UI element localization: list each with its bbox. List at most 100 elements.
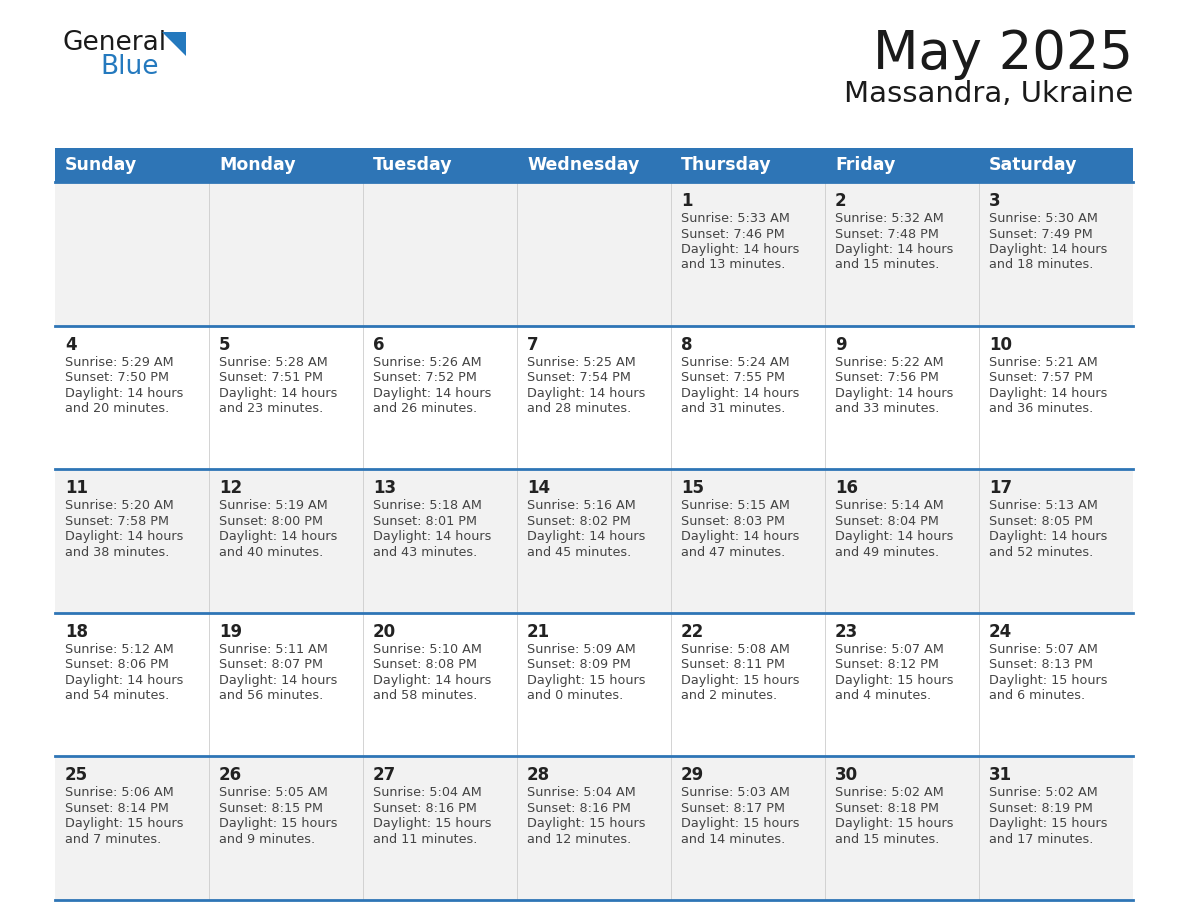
Text: Daylight: 14 hours: Daylight: 14 hours [373,674,492,687]
Bar [55,148,209,182]
Text: Sunset: 8:11 PM: Sunset: 8:11 PM [681,658,785,671]
Text: 9: 9 [835,336,847,353]
Text: Daylight: 14 hours: Daylight: 14 hours [373,531,492,543]
Text: Sunset: 8:05 PM: Sunset: 8:05 PM [988,515,1093,528]
Text: Daylight: 15 hours: Daylight: 15 hours [219,817,337,831]
Text: 26: 26 [219,767,242,784]
Text: Sunday: Sunday [65,156,138,174]
Text: Daylight: 15 hours: Daylight: 15 hours [527,817,645,831]
Text: Daylight: 14 hours: Daylight: 14 hours [988,386,1107,399]
Text: and 6 minutes.: and 6 minutes. [988,689,1085,702]
Text: Sunset: 8:08 PM: Sunset: 8:08 PM [373,658,478,671]
Text: and 38 minutes.: and 38 minutes. [65,545,170,559]
Text: 19: 19 [219,622,242,641]
Bar [55,182,1133,326]
Text: and 54 minutes.: and 54 minutes. [65,689,169,702]
Text: Daylight: 15 hours: Daylight: 15 hours [988,674,1107,687]
Text: Daylight: 14 hours: Daylight: 14 hours [65,674,183,687]
Text: 16: 16 [835,479,858,498]
Polygon shape [162,32,187,56]
Text: Saturday: Saturday [988,156,1078,174]
Text: 21: 21 [527,622,550,641]
Bar [671,148,824,182]
Text: Sunrise: 5:26 AM: Sunrise: 5:26 AM [373,355,481,369]
Text: Sunset: 8:00 PM: Sunset: 8:00 PM [219,515,323,528]
Text: 2: 2 [835,192,847,210]
Text: Daylight: 14 hours: Daylight: 14 hours [527,386,645,399]
Text: Sunrise: 5:29 AM: Sunrise: 5:29 AM [65,355,173,369]
Text: 8: 8 [681,336,693,353]
Text: and 56 minutes.: and 56 minutes. [219,689,323,702]
Text: 31: 31 [988,767,1012,784]
Text: Sunset: 8:16 PM: Sunset: 8:16 PM [373,802,476,815]
Text: 5: 5 [219,336,230,353]
Text: Sunset: 8:19 PM: Sunset: 8:19 PM [988,802,1093,815]
Text: Sunrise: 5:19 AM: Sunrise: 5:19 AM [219,499,328,512]
Bar [364,148,517,182]
Text: 25: 25 [65,767,88,784]
Text: Daylight: 14 hours: Daylight: 14 hours [835,386,954,399]
Text: and 15 minutes.: and 15 minutes. [835,259,940,272]
Text: Sunrise: 5:08 AM: Sunrise: 5:08 AM [681,643,790,655]
Text: 11: 11 [65,479,88,498]
Text: 7: 7 [527,336,538,353]
Text: Sunset: 8:04 PM: Sunset: 8:04 PM [835,515,939,528]
Text: Daylight: 14 hours: Daylight: 14 hours [835,243,954,256]
Text: and 43 minutes.: and 43 minutes. [373,545,478,559]
Bar [209,148,364,182]
Text: and 40 minutes.: and 40 minutes. [219,545,323,559]
Text: Sunrise: 5:11 AM: Sunrise: 5:11 AM [219,643,328,655]
Text: Sunset: 7:51 PM: Sunset: 7:51 PM [219,371,323,384]
Text: 10: 10 [988,336,1012,353]
Text: and 13 minutes.: and 13 minutes. [681,259,785,272]
Text: Sunset: 8:14 PM: Sunset: 8:14 PM [65,802,169,815]
Text: Daylight: 14 hours: Daylight: 14 hours [219,674,337,687]
Bar [824,148,979,182]
Text: and 45 minutes.: and 45 minutes. [527,545,631,559]
Text: Sunrise: 5:30 AM: Sunrise: 5:30 AM [988,212,1098,225]
Text: Daylight: 14 hours: Daylight: 14 hours [681,243,800,256]
Bar [55,756,1133,900]
Text: Sunset: 7:50 PM: Sunset: 7:50 PM [65,371,169,384]
Text: May 2025: May 2025 [873,28,1133,80]
Text: Sunrise: 5:13 AM: Sunrise: 5:13 AM [988,499,1098,512]
Text: 23: 23 [835,622,858,641]
Text: 3: 3 [988,192,1000,210]
Text: Tuesday: Tuesday [373,156,453,174]
Text: 28: 28 [527,767,550,784]
Text: Sunrise: 5:28 AM: Sunrise: 5:28 AM [219,355,328,369]
Text: and 18 minutes.: and 18 minutes. [988,259,1093,272]
Text: and 12 minutes.: and 12 minutes. [527,833,631,845]
Text: Daylight: 14 hours: Daylight: 14 hours [219,386,337,399]
Text: Sunrise: 5:10 AM: Sunrise: 5:10 AM [373,643,482,655]
Text: Daylight: 14 hours: Daylight: 14 hours [527,531,645,543]
Text: Sunset: 7:57 PM: Sunset: 7:57 PM [988,371,1093,384]
Text: and 0 minutes.: and 0 minutes. [527,689,624,702]
Text: and 15 minutes.: and 15 minutes. [835,833,940,845]
Text: Sunset: 7:52 PM: Sunset: 7:52 PM [373,371,476,384]
Text: 30: 30 [835,767,858,784]
Text: Sunset: 8:12 PM: Sunset: 8:12 PM [835,658,939,671]
Text: Sunset: 8:13 PM: Sunset: 8:13 PM [988,658,1093,671]
Text: Daylight: 15 hours: Daylight: 15 hours [681,817,800,831]
Text: Sunrise: 5:14 AM: Sunrise: 5:14 AM [835,499,943,512]
Text: General: General [62,30,166,56]
Text: Sunrise: 5:21 AM: Sunrise: 5:21 AM [988,355,1098,369]
Text: 24: 24 [988,622,1012,641]
Text: 4: 4 [65,336,76,353]
Bar [55,469,1133,613]
Text: Sunrise: 5:24 AM: Sunrise: 5:24 AM [681,355,790,369]
Text: and 14 minutes.: and 14 minutes. [681,833,785,845]
Text: Daylight: 14 hours: Daylight: 14 hours [219,531,337,543]
Text: Sunset: 8:18 PM: Sunset: 8:18 PM [835,802,939,815]
Text: Sunset: 8:01 PM: Sunset: 8:01 PM [373,515,478,528]
Text: and 58 minutes.: and 58 minutes. [373,689,478,702]
Text: Monday: Monday [219,156,296,174]
Text: and 47 minutes.: and 47 minutes. [681,545,785,559]
Text: Sunrise: 5:22 AM: Sunrise: 5:22 AM [835,355,943,369]
Text: 22: 22 [681,622,704,641]
Text: and 2 minutes.: and 2 minutes. [681,689,777,702]
Text: Sunrise: 5:33 AM: Sunrise: 5:33 AM [681,212,790,225]
Text: 20: 20 [373,622,396,641]
Text: Sunset: 8:17 PM: Sunset: 8:17 PM [681,802,785,815]
